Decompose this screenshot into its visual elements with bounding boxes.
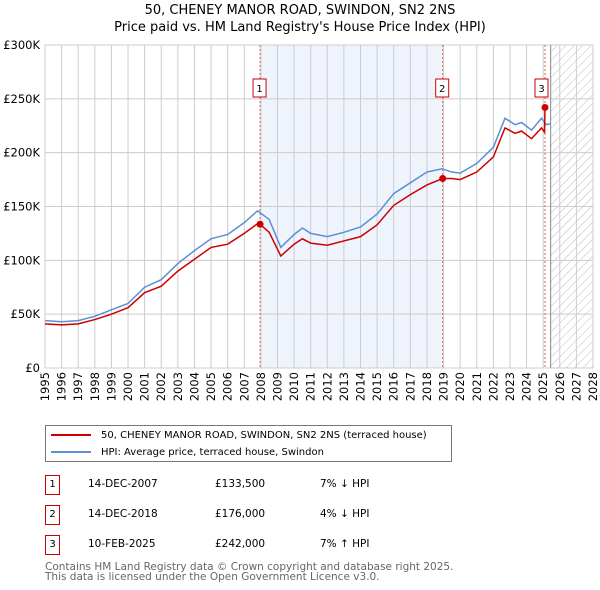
annotation-box: [435, 78, 450, 98]
footer-line-1: Contains HM Land Registry data © Crown c…: [45, 561, 454, 573]
legend-swatch: [51, 451, 91, 453]
annotation-label: 2: [439, 84, 445, 95]
transaction-number: 3: [45, 535, 60, 555]
legend-item-hpi: HPI: Average price, terraced house, Swin…: [51, 444, 324, 460]
x-tick-label: 1997: [71, 372, 85, 401]
x-tick-label: 2024: [520, 372, 534, 401]
sale-point: [439, 175, 447, 183]
x-tick-label: 2025: [536, 372, 550, 401]
annotation-box: [252, 78, 267, 98]
x-tick-label: 2019: [437, 372, 451, 401]
y-tick-label: £0: [25, 361, 40, 375]
transaction-row: 2 14-DEC-2018 £176,000 4% ↓ HPI: [45, 505, 465, 525]
x-tick-label: 1995: [38, 372, 52, 401]
y-tick-label: £200K: [3, 146, 40, 160]
x-tick-label: 2005: [204, 372, 218, 401]
sale-point: [256, 220, 264, 228]
y-tick-label: £250K: [3, 92, 40, 106]
transaction-price: £176,000: [215, 508, 266, 520]
transaction-hpi-diff: 7% ↓ HPI: [320, 478, 370, 490]
legend-swatch: [51, 434, 91, 436]
sale-point: [541, 103, 549, 111]
footer-line-2: This data is licensed under the Open Gov…: [45, 571, 380, 583]
y-tick-label: £100K: [3, 253, 40, 267]
transaction-row: 3 10-FEB-2025 £242,000 7% ↑ HPI: [45, 535, 465, 555]
annotation-box: [534, 78, 549, 98]
x-tick-label: 2020: [453, 372, 467, 401]
hpi-line: [44, 117, 551, 323]
x-tick-label: 2028: [586, 372, 600, 401]
x-tick-label: 1999: [104, 372, 118, 401]
plot-area: 1995 1996 1997 1998 1999 2000 2001 2002 2003 2004…: [3, 38, 600, 401]
x-tick-label: 2007: [237, 372, 251, 401]
x-tick-label: 2021: [470, 372, 484, 401]
x-tick-label: 2009: [270, 372, 284, 401]
legend: 50, CHENEY MANOR ROAD, SWINDON, SN2 2NS …: [45, 425, 452, 462]
x-tick-label: 2002: [154, 372, 168, 401]
legend-label: HPI: Average price, terraced house, Swin…: [101, 446, 324, 458]
x-tick-label: 2015: [370, 372, 384, 401]
transaction-price: £242,000: [215, 538, 266, 550]
transaction-hpi-diff: 7% ↑ HPI: [320, 538, 370, 550]
x-tick-label: 2013: [337, 372, 351, 401]
transaction-row: 1 14-DEC-2007 £133,500 7% ↓ HPI: [45, 475, 465, 495]
x-tick-label: 2023: [503, 372, 517, 401]
x-tick-label: 2027: [569, 372, 583, 401]
transaction-number: 2: [45, 505, 60, 525]
transaction-date: 10-FEB-2025: [88, 538, 156, 550]
annotation-label: 3: [538, 84, 544, 95]
x-tick-label: 2014: [354, 372, 368, 401]
y-tick-label: £150K: [3, 200, 40, 214]
transaction-hpi-diff: 4% ↓ HPI: [320, 508, 370, 520]
legend-item-property: 50, CHENEY MANOR ROAD, SWINDON, SN2 2NS …: [51, 427, 427, 443]
x-tick-label: 2022: [486, 372, 500, 401]
x-tick-label: 1996: [55, 372, 69, 401]
transaction-number: 1: [45, 475, 60, 495]
x-tick-label: 2011: [304, 372, 318, 401]
y-tick-label: £300K: [3, 38, 40, 52]
x-tick-label: 2016: [387, 372, 401, 401]
price-paid-line: [44, 106, 547, 326]
x-tick-label: 2008: [254, 372, 268, 401]
chart-title: 50, CHENEY MANOR ROAD, SWINDON, SN2 2NS: [144, 3, 456, 18]
x-tick-label: 1998: [88, 372, 102, 401]
chart-subtitle: Price paid vs. HM Land Registry's House …: [114, 20, 486, 35]
transaction-price: £133,500: [215, 478, 266, 490]
x-tick-label: 2006: [221, 372, 235, 401]
x-tick-label: 2017: [403, 372, 417, 401]
x-tick-label: 2026: [553, 372, 567, 401]
transaction-date: 14-DEC-2018: [88, 508, 158, 520]
annotation-label: 1: [256, 84, 262, 95]
legend-label: 50, CHENEY MANOR ROAD, SWINDON, SN2 2NS …: [101, 429, 427, 441]
transaction-date: 14-DEC-2007: [88, 478, 158, 490]
x-tick-label: 2004: [187, 372, 201, 401]
x-tick-label: 2018: [420, 372, 434, 401]
x-tick-label: 2012: [320, 372, 334, 401]
x-tick-label: 2010: [287, 372, 301, 401]
y-tick-label: £50K: [11, 307, 41, 321]
x-tick-label: 2001: [138, 372, 152, 401]
x-tick-label: 2000: [121, 372, 135, 401]
x-tick-label: 2003: [171, 372, 185, 401]
